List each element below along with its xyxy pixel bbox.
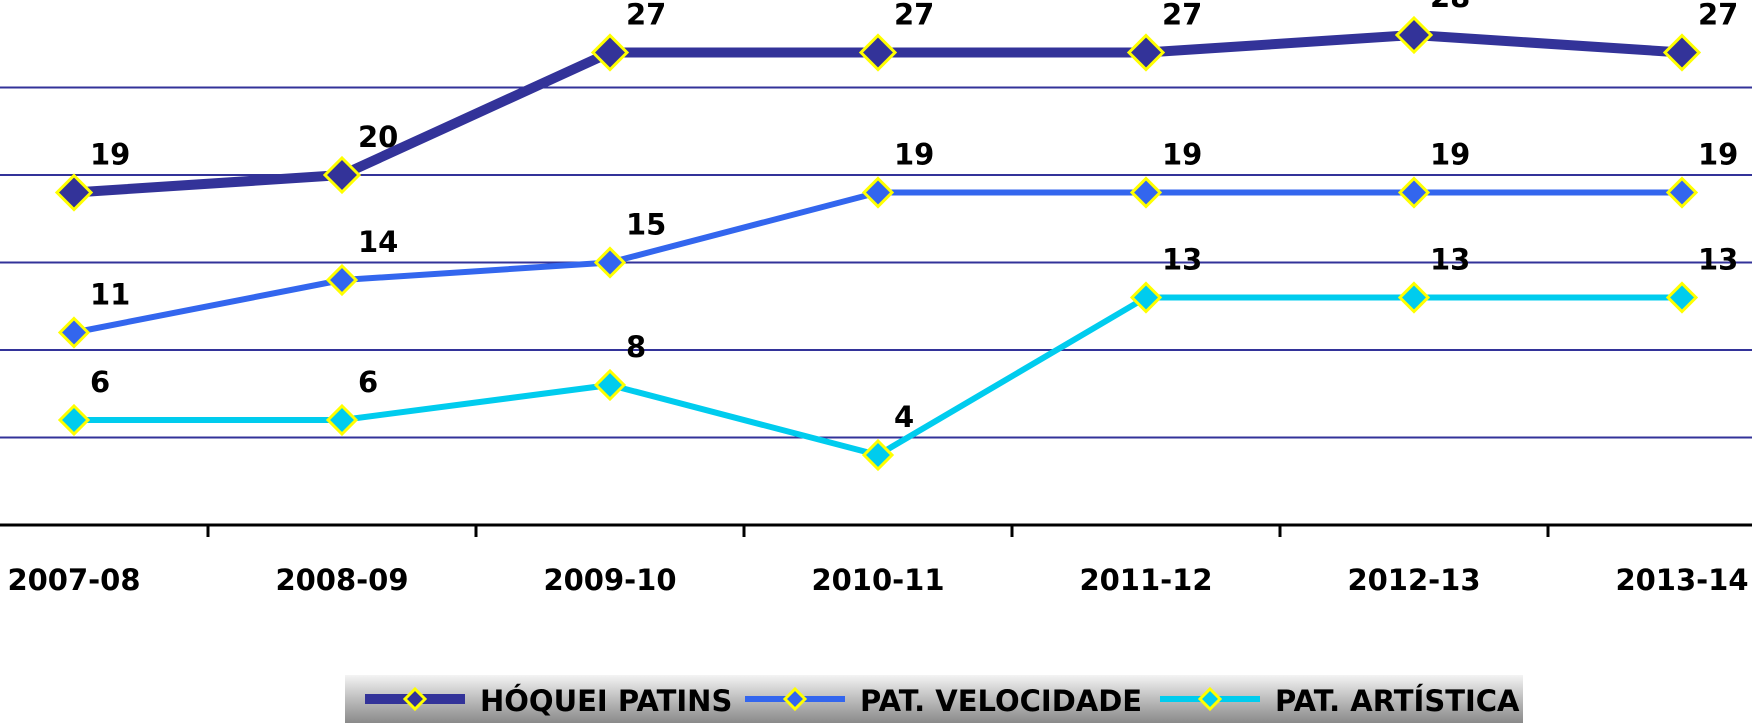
data-label: 20: [358, 120, 398, 154]
marker: [1665, 281, 1699, 314]
marker: [325, 263, 359, 297]
data-label: 19: [1162, 138, 1202, 172]
marker: [1662, 33, 1702, 72]
marker: [1129, 281, 1163, 314]
marker: [858, 33, 898, 72]
data-label: 13: [1430, 243, 1470, 277]
data-label: 19: [1698, 138, 1738, 172]
legend-label: PAT. VELOCIDADE: [860, 684, 1142, 718]
marker: [1397, 176, 1431, 209]
marker: [54, 173, 94, 212]
marker: [593, 246, 627, 279]
marker: [590, 33, 630, 72]
series-line: [74, 294, 1682, 458]
legend-marker: [402, 686, 428, 712]
data-label: 27: [1698, 0, 1738, 32]
marker: [1665, 176, 1699, 209]
data-label: 13: [1162, 243, 1202, 277]
data-label: 6: [90, 365, 110, 399]
x-tick-label: 2011-12: [1079, 563, 1212, 597]
marker: [861, 176, 895, 209]
data-label: 13: [1698, 243, 1738, 277]
marker: [1129, 176, 1163, 209]
marker: [325, 403, 359, 437]
data-label: 11: [90, 278, 130, 312]
marker: [1397, 281, 1431, 314]
legend-marker: [1197, 686, 1223, 712]
marker: [1394, 15, 1434, 55]
data-label: 27: [894, 0, 934, 32]
data-label: 15: [626, 208, 666, 242]
x-tick-label: 2007-08: [7, 563, 140, 597]
x-tick-label: 2010-11: [811, 563, 944, 597]
x-tick-label: 2013-14: [1615, 563, 1748, 597]
marker: [57, 316, 91, 349]
marker: [861, 438, 895, 472]
marker: [57, 403, 91, 437]
data-label: 28: [1430, 0, 1470, 14]
marker: [1126, 33, 1166, 72]
legend-box: [345, 675, 1523, 723]
legend-label: PAT. ARTÍSTICA: [1275, 684, 1520, 718]
x-tick-label: 2009-10: [543, 563, 676, 597]
x-tick-label: 2012-13: [1347, 563, 1480, 597]
marker: [322, 155, 362, 195]
legend-marker: [782, 686, 808, 712]
data-label: 19: [894, 138, 934, 172]
data-label: 14: [358, 225, 398, 259]
data-label: 6: [358, 365, 378, 399]
data-label: 19: [90, 138, 130, 172]
x-tick-label: 2008-09: [275, 563, 408, 597]
data-label: 19: [1430, 138, 1470, 172]
data-label: 8: [626, 330, 646, 364]
data-label: 27: [1162, 0, 1202, 32]
legend-label: HÓQUEI PATINS: [480, 684, 732, 718]
data-label: 27: [626, 0, 666, 32]
data-label: 4: [894, 400, 914, 434]
marker: [593, 368, 627, 402]
